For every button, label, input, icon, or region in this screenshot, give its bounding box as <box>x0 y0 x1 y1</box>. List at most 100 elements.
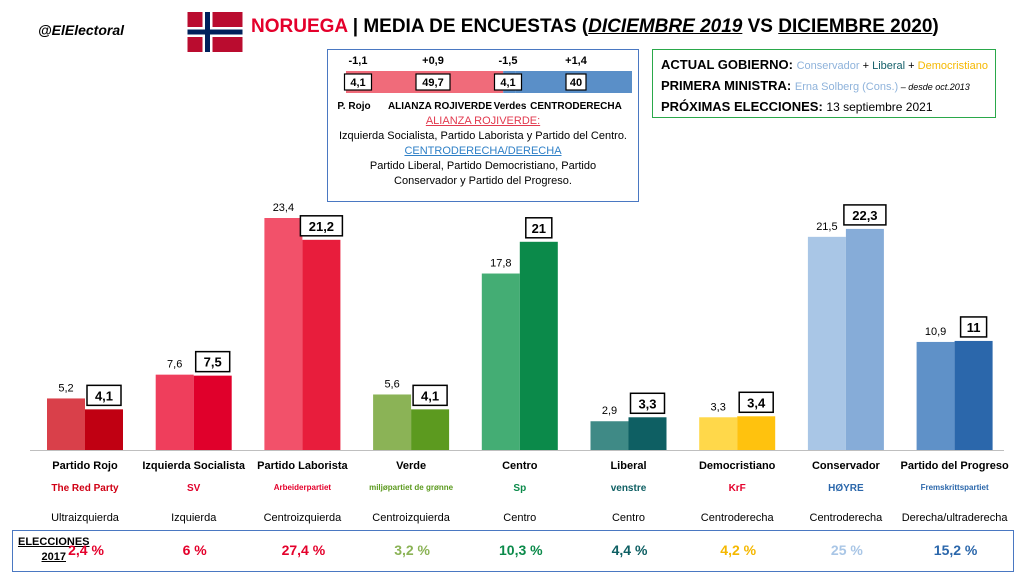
government-info-box: ACTUAL GOBIERNO: Conservador + Liberal +… <box>652 49 996 118</box>
coalition-segment-label: ALIANZA ROJIVERDE <box>388 101 492 112</box>
elections-label-line-1: ELECCIONES <box>18 536 90 548</box>
bar-2019 <box>264 218 303 450</box>
ideology-label: Centroizquierda <box>372 512 451 524</box>
bar-2019-label: 5,6 <box>384 378 399 390</box>
elections-2017-label: ELECCIONES 2017 <box>18 535 90 565</box>
coalition-value-label: 4,1 <box>350 77 365 89</box>
bar-2019 <box>916 341 955 450</box>
bar-2020 <box>628 417 667 450</box>
election-2017-value: 4,2 % <box>720 542 757 558</box>
title-text: MEDIA DE ENCUESTAS ( <box>363 16 589 37</box>
government-party-democristiano: Democristiano <box>917 60 988 72</box>
bar-2020 <box>845 228 884 450</box>
ideology-label: Izquierda <box>171 512 217 524</box>
coalition-segment-label: Verdes <box>494 101 527 112</box>
ideology-label: Centroderecha <box>810 512 884 524</box>
bar-2020-label: 4,1 <box>421 388 439 403</box>
government-party-liberal: Liberal <box>872 60 906 72</box>
party-logo: venstre <box>610 483 647 494</box>
next-elections-date: 13 septiembre 2021 <box>826 100 933 114</box>
coalition-change-label: -1,5 <box>499 55 518 67</box>
bar-2019-label: 5,2 <box>58 382 73 394</box>
party-logo: The Red Party <box>51 483 119 494</box>
right-coalition-text-2: Conservador y Partido del Progreso. <box>394 175 572 187</box>
coalition-summary-box: -1,1 4,1 P. Rojo +0,9 49,7 ALIANZA ROJIVERDE -… <box>327 49 639 202</box>
right-coalition-text-1: Partido Liberal, Partido Democristiano, … <box>369 160 597 172</box>
elections-2017-row: ELECCIONES 2017 2,4 % 6 % 27,4 % 3,2 % 10,3 … <box>12 530 1014 572</box>
ideology-label: Derecha/ultraderecha <box>902 512 1009 524</box>
ideology-label: Centro <box>503 512 536 524</box>
government-plus-1: + <box>859 60 873 72</box>
party-logo: HØYRE <box>828 483 864 494</box>
bar-2019 <box>155 374 194 450</box>
bar-2020-label: 11 <box>967 320 981 335</box>
bar-2020-label-box <box>959 316 988 338</box>
ideology-label: Ultraizquierda <box>51 512 120 524</box>
bar-2020-label-box <box>843 204 887 226</box>
bar-2020 <box>193 375 232 450</box>
category-label: Conservador <box>812 460 881 472</box>
coalition-value-box <box>415 73 451 91</box>
party-logo: miljøpartiet de grønne <box>369 483 454 492</box>
bar-2019-label: 17,8 <box>490 258 511 270</box>
category-label: Izquierda Socialista <box>142 460 246 472</box>
bar-2020-label-box <box>525 217 553 239</box>
category-label: Partido Laborista <box>257 460 348 472</box>
coalition-segment-label: CENTRODERECHA <box>530 101 622 112</box>
category-label: Democristiano <box>699 460 776 472</box>
bar-2019-label: 2,9 <box>602 405 617 417</box>
bar-2020-label: 22,3 <box>852 208 877 223</box>
coalition-change-label: -1,1 <box>349 55 368 67</box>
bar-2020-label: 3,4 <box>747 395 766 410</box>
coalition-value-box <box>493 73 523 91</box>
bar-2019-label: 21,5 <box>816 221 837 233</box>
bar-2020-label: 21,2 <box>309 219 334 234</box>
party-logo: Fremskrittspartiet <box>920 483 989 492</box>
bar-2019-label: 3,3 <box>711 401 726 413</box>
title-period-a: DICIEMBRE 2019 <box>588 16 743 37</box>
election-2017-value: 3,2 % <box>394 542 430 558</box>
category-label: Centro <box>502 460 538 472</box>
prime-minister-name: Erna Solberg (Cons.) <box>794 81 899 93</box>
bar-2020 <box>411 409 450 450</box>
bar-2020-label-box <box>194 350 231 373</box>
bar-2020 <box>85 409 123 450</box>
ideology-label: Centroizquierda <box>264 512 343 524</box>
election-2017-value: 25 % <box>830 542 863 558</box>
bar-2020-label: 3,3 <box>638 396 656 411</box>
right-coalition-heading: CENTRODERECHA/DERECHA <box>404 145 562 157</box>
election-2017-value: 10,3 % <box>499 542 543 558</box>
coalition-change-label: +0,9 <box>422 55 444 67</box>
party-logo: KrF <box>728 483 746 494</box>
election-2017-value: 2,4 % <box>68 542 104 558</box>
government-party-conservador: Conservador <box>796 60 860 72</box>
norway-flag-icon <box>187 12 243 52</box>
title-period-b: DICIEMBRE 2020 <box>778 16 933 37</box>
chart-title: NORUEGA | MEDIA DE ENCUESTAS (DICIEMBRE … <box>251 16 939 38</box>
elections-label-line-2: 2017 <box>41 551 66 563</box>
election-2017-value: 15,2 % <box>933 542 978 558</box>
bar-2020-label-box <box>629 392 666 415</box>
prime-minister-note: – desde oct.2013 <box>898 82 970 92</box>
bar-2020-label-box <box>299 215 344 237</box>
bar-2019-label: 7,6 <box>167 359 182 371</box>
bar-2020-label: 21 <box>532 221 546 236</box>
election-2017-value: 27,4 % <box>281 542 326 558</box>
bar-2020-label-box <box>738 391 774 414</box>
bar-2019 <box>807 236 846 450</box>
bar-2019 <box>699 417 738 450</box>
party-logo: Sp <box>513 483 527 494</box>
bar-2019-label: 23,4 <box>273 202 294 214</box>
coalition-value-label: 4,1 <box>500 77 515 89</box>
party-logo: Arbeiderpartiet <box>273 483 332 492</box>
ideology-label: Centroderecha <box>701 512 775 524</box>
category-label: Partido Rojo <box>52 460 118 472</box>
coalition-value-label: 49,7 <box>422 77 443 89</box>
bar-2019 <box>590 421 629 450</box>
ideology-label: Centro <box>612 512 645 524</box>
bar-2020-label: 7,5 <box>204 355 222 370</box>
party-logo: SV <box>187 483 201 494</box>
government-plus-2: + <box>905 60 918 72</box>
category-label: Partido del Progreso <box>900 460 1008 472</box>
government-label: ACTUAL GOBIERNO: <box>661 57 793 72</box>
